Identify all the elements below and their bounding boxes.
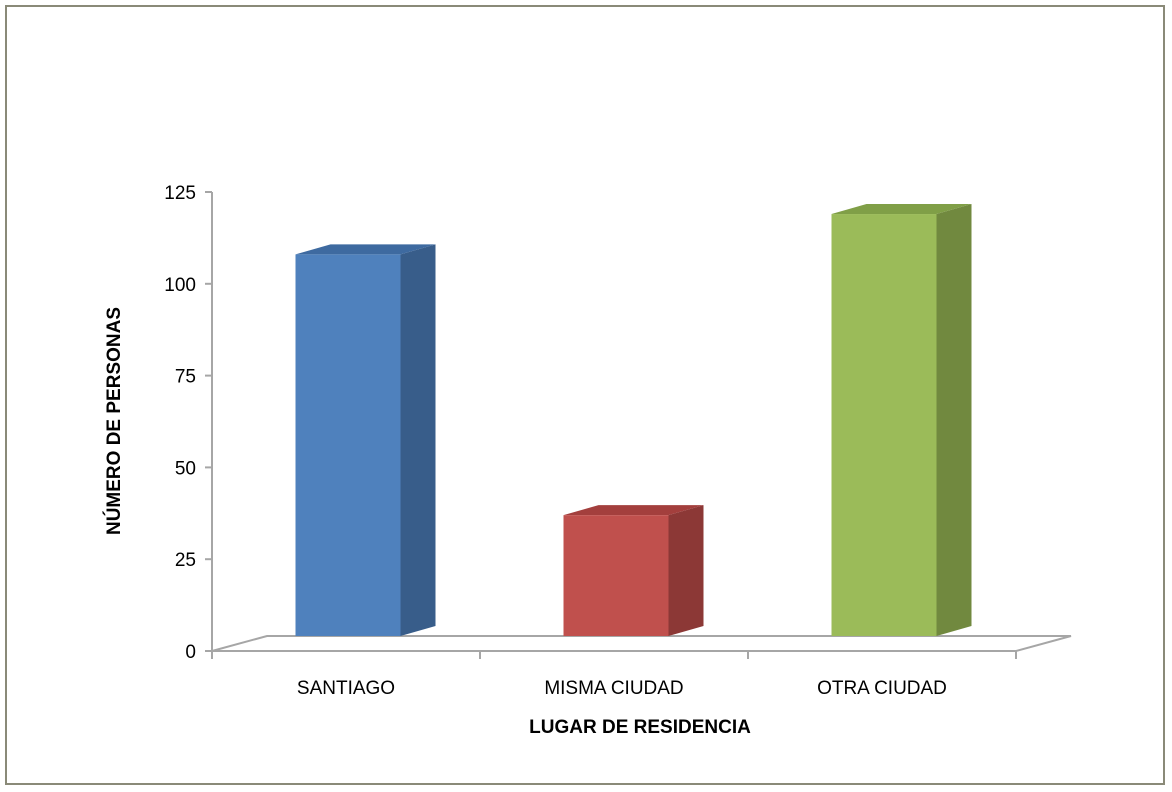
y-axis-title: NÚMERO DE PERSONAS	[103, 307, 125, 535]
labels: 0 25 50 75 100 125 SANTIAGO MISMA CIUDAD OTRA CI…	[164, 183, 947, 699]
bar-side	[936, 204, 972, 637]
bar-front	[295, 254, 401, 636]
bar-top	[295, 244, 436, 255]
bar-top	[563, 505, 704, 516]
bar-misma-ciudad	[563, 505, 704, 636]
x-axis-title: LUGAR DE RESIDENCIA	[529, 717, 751, 738]
bar-side	[668, 505, 704, 636]
x-category-label: MISMA CIUDAD	[544, 678, 683, 699]
bars	[295, 204, 972, 637]
chart-floor	[211, 635, 1072, 652]
chart-frame	[5, 5, 1165, 785]
x-category-label: SANTIAGO	[297, 678, 395, 699]
bar-top	[831, 204, 972, 215]
y-tick-label: 0	[185, 642, 196, 663]
y-tick-label: 75	[175, 367, 196, 388]
y-tick-label: 50	[175, 458, 196, 479]
y-tick-label: 25	[175, 550, 196, 571]
axes	[205, 191, 1072, 659]
bar-otra-ciudad	[831, 204, 972, 637]
y-tick-label: 125	[164, 183, 196, 204]
bar-front	[563, 515, 669, 636]
x-category-label: OTRA CIUDAD	[817, 678, 947, 699]
bar-santiago	[295, 244, 436, 636]
y-tick-label: 100	[164, 275, 196, 296]
bar-front	[831, 214, 937, 637]
bar-side	[400, 244, 436, 636]
